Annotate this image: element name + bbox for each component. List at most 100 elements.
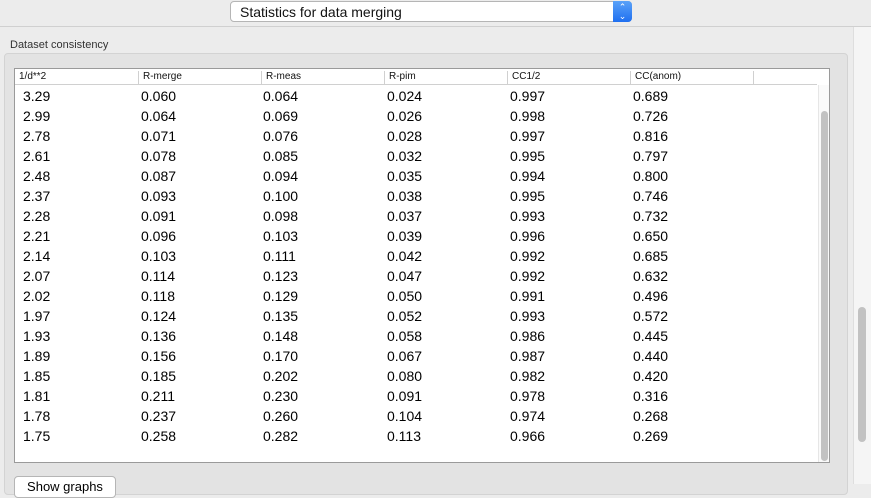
table-cell: 0.230 <box>263 388 299 404</box>
column-header-empty <box>753 71 817 84</box>
table-cell: 3.29 <box>23 88 51 104</box>
table-cell: 2.78 <box>23 128 51 144</box>
table-cell: 0.966 <box>510 428 546 444</box>
table-row[interactable]: 2.99 0.064 0.069 0.026 0.998 0.726 <box>15 108 817 128</box>
table-row[interactable]: 1.81 0.211 0.230 0.091 0.978 0.316 <box>15 388 817 408</box>
statistics-selector[interactable]: Statistics for data merging ⌃ ⌄ <box>230 1 632 22</box>
table-cell: 0.135 <box>263 308 299 324</box>
table-cell: 0.260 <box>263 408 299 424</box>
table-cell: 0.650 <box>633 228 669 244</box>
scrollbar-thumb[interactable] <box>821 111 828 461</box>
table-cell: 0.098 <box>263 208 299 224</box>
table-cell: 0.047 <box>387 268 423 284</box>
table-cell: 0.093 <box>141 188 177 204</box>
table-cell: 0.997 <box>510 128 546 144</box>
table-cell: 0.148 <box>263 328 299 344</box>
table-cell: 0.689 <box>633 88 669 104</box>
table-row[interactable]: 1.97 0.124 0.135 0.052 0.993 0.572 <box>15 308 817 328</box>
table-cell: 0.064 <box>141 108 177 124</box>
table-cell: 0.996 <box>510 228 546 244</box>
table-row[interactable]: 2.02 0.118 0.129 0.050 0.991 0.496 <box>15 288 817 308</box>
table-cell: 0.123 <box>263 268 299 284</box>
table-cell: 0.080 <box>387 368 423 384</box>
table-cell: 0.282 <box>263 428 299 444</box>
table-cell: 0.042 <box>387 248 423 264</box>
table-cell: 0.028 <box>387 128 423 144</box>
column-header[interactable]: R-meas <box>261 71 384 84</box>
table-cell: 0.024 <box>387 88 423 104</box>
table-cell: 0.091 <box>387 388 423 404</box>
table-cell: 0.087 <box>141 168 177 184</box>
table-cell: 0.170 <box>263 348 299 364</box>
table-cell: 0.202 <box>263 368 299 384</box>
table-cell: 2.48 <box>23 168 51 184</box>
table-cell: 0.052 <box>387 308 423 324</box>
table-cell: 0.103 <box>263 228 299 244</box>
table-cell: 2.14 <box>23 248 51 264</box>
table-cell: 0.100 <box>263 188 299 204</box>
table-cell: 0.113 <box>387 428 421 444</box>
table-row[interactable]: 1.89 0.156 0.170 0.067 0.987 0.440 <box>15 348 817 368</box>
table-row[interactable]: 1.93 0.136 0.148 0.058 0.986 0.445 <box>15 328 817 348</box>
table-cell: 0.111 <box>263 248 296 264</box>
column-header[interactable]: R-pim <box>384 71 507 84</box>
table-cell: 0.440 <box>633 348 669 364</box>
table-cell: 0.269 <box>633 428 669 444</box>
table-cell: 1.81 <box>23 388 51 404</box>
table-cell: 1.75 <box>23 428 51 444</box>
table-cell: 0.997 <box>510 88 546 104</box>
table-cell: 0.091 <box>141 208 177 224</box>
table-cell: 0.211 <box>141 388 175 404</box>
table-row[interactable]: 2.14 0.103 0.111 0.042 0.992 0.685 <box>15 248 817 268</box>
table-header: 1/d**2 R-merge R-meas R-pim CC1/2 CC(anom) <box>15 69 817 85</box>
table-cell: 0.992 <box>510 268 546 284</box>
table-row[interactable]: 2.28 0.091 0.098 0.037 0.993 0.732 <box>15 208 817 228</box>
show-graphs-button[interactable]: Show graphs <box>14 476 116 498</box>
table-cell: 0.420 <box>633 368 669 384</box>
table-row[interactable]: 2.37 0.093 0.100 0.038 0.995 0.746 <box>15 188 817 208</box>
table-cell: 0.185 <box>141 368 177 384</box>
table-row[interactable]: 2.21 0.096 0.103 0.039 0.996 0.650 <box>15 228 817 248</box>
table-cell: 0.237 <box>141 408 177 424</box>
table-cell: 0.746 <box>633 188 669 204</box>
table-cell: 0.078 <box>141 148 177 164</box>
table-row[interactable]: 1.75 0.258 0.282 0.113 0.966 0.269 <box>15 428 817 448</box>
table-cell: 0.071 <box>141 128 177 144</box>
selector-value: Statistics for data merging <box>240 4 402 20</box>
table-row[interactable]: 2.48 0.087 0.094 0.035 0.994 0.800 <box>15 168 817 188</box>
table-cell: 0.986 <box>510 328 546 344</box>
table-cell: 0.993 <box>510 308 546 324</box>
column-header[interactable]: 1/d**2 <box>19 71 47 82</box>
table-row[interactable]: 2.78 0.071 0.076 0.028 0.997 0.816 <box>15 128 817 148</box>
table-cell: 0.987 <box>510 348 546 364</box>
scrollbar-thumb[interactable] <box>858 307 866 442</box>
table-cell: 0.995 <box>510 148 546 164</box>
table-row[interactable]: 2.61 0.078 0.085 0.032 0.995 0.797 <box>15 148 817 168</box>
table-cell: 0.685 <box>633 248 669 264</box>
table-cell: 0.998 <box>510 108 546 124</box>
table-cell: 0.060 <box>141 88 177 104</box>
table-cell: 0.993 <box>510 208 546 224</box>
table-cell: 0.064 <box>263 88 299 104</box>
table-cell: 0.026 <box>387 108 423 124</box>
table-cell: 0.069 <box>263 108 299 124</box>
statistics-table: 1/d**2 R-merge R-meas R-pim CC1/2 CC(anom) 3.… <box>14 68 830 463</box>
table-row[interactable]: 3.29 0.060 0.064 0.024 0.997 0.689 <box>15 88 817 108</box>
table-scrollbar[interactable] <box>818 85 829 462</box>
table-cell: 0.156 <box>141 348 177 364</box>
table-cell: 0.974 <box>510 408 546 424</box>
table-cell: 0.978 <box>510 388 546 404</box>
column-header[interactable]: R-merge <box>138 71 261 84</box>
table-cell: 0.124 <box>141 308 177 324</box>
column-header[interactable]: CC1/2 <box>507 71 630 84</box>
table-cell: 0.058 <box>387 328 423 344</box>
table-cell: 0.992 <box>510 248 546 264</box>
column-header[interactable]: CC(anom) <box>630 71 753 84</box>
table-cell: 2.07 <box>23 268 51 284</box>
table-row[interactable]: 1.85 0.185 0.202 0.080 0.982 0.420 <box>15 368 817 388</box>
window-scrollbar[interactable] <box>853 27 871 484</box>
group-label: Dataset consistency <box>10 39 109 51</box>
table-row[interactable]: 2.07 0.114 0.123 0.047 0.992 0.632 <box>15 268 817 288</box>
table-cell: 0.258 <box>141 428 177 444</box>
table-row[interactable]: 1.78 0.237 0.260 0.104 0.974 0.268 <box>15 408 817 428</box>
